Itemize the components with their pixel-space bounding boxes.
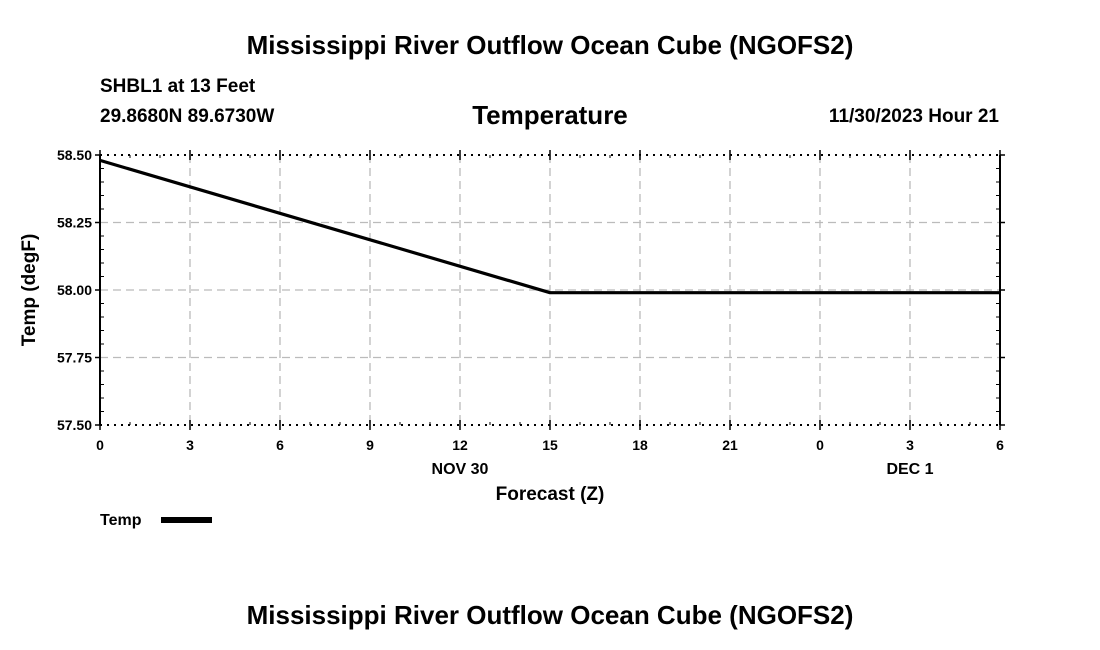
- y-tick-label: 58.25: [57, 215, 92, 231]
- x-tick-label: 0: [816, 437, 824, 453]
- x-axis-label: Forecast (Z): [496, 484, 605, 505]
- temp-series-line: [99, 158, 1000, 295]
- date-label: NOV 30: [432, 461, 489, 478]
- y-tick-label: 58.00: [57, 282, 92, 298]
- legend-label: Temp: [100, 512, 142, 529]
- y-tick-label: 57.50: [57, 417, 92, 433]
- date-label: DEC 1: [886, 461, 933, 478]
- x-tick-label: 12: [452, 437, 468, 453]
- y-tick-label: 58.50: [57, 147, 92, 163]
- x-tick-label: 3: [186, 437, 194, 453]
- x-tick-label: 18: [632, 437, 648, 453]
- footer-title: Mississippi River Outflow Ocean Cube (NG…: [246, 600, 854, 630]
- datetime-label: 11/30/2023 Hour 21: [828, 106, 999, 127]
- x-tick-label: 9: [366, 437, 374, 453]
- legend-swatch: [161, 517, 212, 523]
- x-tick-label: 6: [276, 437, 284, 453]
- y-tick-label: 57.75: [57, 350, 92, 366]
- y-axis-label: Temp (degF): [19, 234, 40, 347]
- x-tick-label: 21: [722, 437, 738, 453]
- x-tick-label: 3: [906, 437, 914, 453]
- x-tick-label: 6: [996, 437, 1004, 453]
- chart-title: Temperature: [472, 100, 628, 130]
- coordinates-label: 29.8680N 89.6730W: [100, 106, 275, 127]
- x-tick-label: 0: [96, 437, 104, 453]
- main-title: Mississippi River Outflow Ocean Cube (NG…: [246, 30, 854, 60]
- x-tick-label: 15: [542, 437, 558, 453]
- station-label: SHBL1 at 13 Feet: [100, 76, 256, 97]
